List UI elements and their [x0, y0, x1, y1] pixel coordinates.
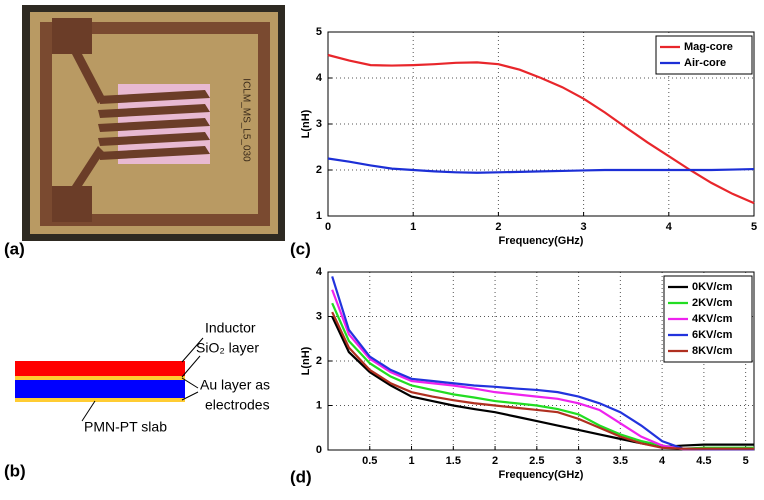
y-tick-label: 2: [316, 164, 322, 176]
chip-text: ICLM_MS_L5_030: [240, 78, 251, 162]
y-axis-label: L(nH): [300, 346, 312, 375]
y-tick-label: 1: [316, 210, 322, 222]
axes-frame: [327, 31, 755, 217]
x-tick-label: 4.5: [696, 455, 711, 467]
y-tick-label: 2: [316, 355, 322, 367]
diagram-label: electrodes: [205, 397, 270, 413]
au-layer: [15, 376, 185, 380]
axes-frame: [327, 271, 755, 451]
x-axis-label: Frequency(GHz): [499, 469, 584, 481]
x-tick-label: 4: [666, 221, 673, 233]
legend-label: 4KV/cm: [692, 313, 733, 325]
y-tick-label: 5: [316, 26, 322, 38]
inductor-layer: [15, 361, 185, 376]
diagram-label: Au layer as: [200, 377, 270, 393]
y-tick-label: 3: [316, 310, 322, 322]
diagram-label: PMN-PT slab: [84, 419, 167, 435]
legend-label: 6KV/cm: [692, 329, 733, 341]
y-axis-label: L(nH): [300, 109, 312, 138]
series-line: [327, 157, 755, 174]
panel-label: (a): [4, 239, 25, 258]
series-line: [331, 316, 754, 448]
x-tick-label: 2: [495, 221, 501, 233]
inductor-strips: [72, 54, 210, 186]
x-tick-label: 4: [659, 455, 666, 467]
x-tick-label: 5: [751, 221, 757, 233]
pointers: [81, 337, 204, 422]
x-tick-label: 1.5: [446, 455, 461, 467]
y-tick-label: 3: [316, 118, 322, 130]
panel-label: (b): [4, 461, 26, 480]
au-layer: [15, 398, 185, 402]
x-tick-label: 1: [408, 455, 414, 467]
x-tick-label: 5: [743, 455, 749, 467]
x-tick-label: 0.5: [362, 455, 377, 467]
y-tick-label: 4: [316, 266, 323, 278]
x-tick-label: 3.5: [613, 455, 628, 467]
x-tick-label: 2.5: [529, 455, 544, 467]
x-tick-label: 0: [325, 221, 331, 233]
diagram-label: Inductor: [205, 320, 256, 336]
series-line: [327, 53, 755, 205]
panel-label: (c): [290, 239, 311, 258]
legend-label: 8KV/cm: [692, 345, 733, 357]
legend-box: [655, 35, 753, 75]
x-tick-label: 3: [581, 221, 587, 233]
x-tick-label: 1: [410, 221, 416, 233]
x-axis-label: Frequency(GHz): [499, 235, 584, 247]
legend-label: 0KV/cm: [692, 281, 733, 293]
y-tick-label: 1: [316, 399, 322, 411]
panel-label: (d): [290, 467, 312, 486]
y-tick-label: 4: [316, 72, 323, 84]
chip-photo: ICLM_MS_L5_030: [22, 5, 285, 241]
x-tick-label: 3: [576, 455, 582, 467]
x-tick-label: 2: [492, 455, 498, 467]
diagram-label: SiO₂ layer: [196, 340, 259, 356]
series-line: [331, 311, 754, 450]
legend-label: Air-core: [684, 57, 726, 69]
pmn-pt-layer: [15, 380, 185, 398]
y-tick-label: 0: [316, 444, 322, 456]
pad: [52, 18, 92, 54]
pad: [52, 186, 92, 222]
layer-stack: [15, 337, 204, 422]
legend-label: Mag-core: [684, 41, 733, 53]
legend-label: 2KV/cm: [692, 297, 733, 309]
